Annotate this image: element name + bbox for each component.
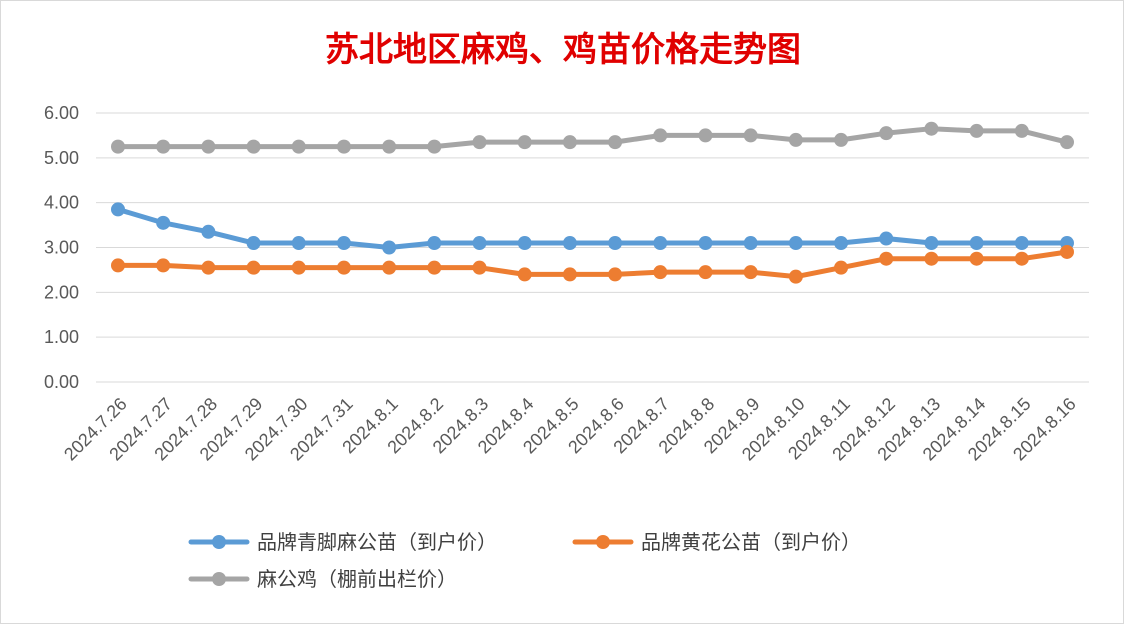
data-point	[924, 236, 939, 251]
legend-swatch-marker	[212, 535, 226, 549]
data-point	[156, 258, 171, 273]
data-point	[517, 267, 532, 282]
data-point	[969, 236, 984, 251]
data-point	[517, 236, 532, 251]
data-point	[788, 269, 803, 284]
data-point	[608, 135, 623, 150]
data-point	[291, 236, 306, 251]
data-point	[111, 258, 125, 273]
data-point	[111, 202, 125, 217]
y-axis-ticks: 0.00 1.00 2.00 3.00 4.00 5.00 6.00	[44, 103, 79, 392]
data-point	[562, 267, 577, 282]
data-point	[788, 236, 803, 251]
legend-label: 品牌青脚麻公苗（到户价）	[257, 530, 497, 554]
series-1	[111, 202, 1074, 255]
data-point	[246, 260, 261, 275]
data-point	[653, 265, 668, 280]
data-point	[201, 260, 216, 275]
data-point	[834, 236, 849, 251]
series-line	[115, 206, 1070, 250]
data-point	[608, 267, 623, 282]
chart-title: 苏北地区麻鸡、鸡苗价格走势图	[325, 30, 801, 70]
legend-item[interactable]: 麻公鸡（棚前出栏价）	[188, 567, 457, 591]
data-point	[201, 224, 216, 239]
data-point	[653, 236, 668, 251]
series-line	[115, 249, 1070, 280]
legend-item[interactable]: 品牌青脚麻公苗（到户价）	[188, 530, 497, 554]
legend-swatch-marker	[596, 535, 610, 549]
data-point	[698, 128, 713, 143]
data-point	[1014, 123, 1029, 138]
data-point	[382, 260, 397, 275]
data-point	[472, 236, 487, 251]
y-tick-label: 6.00	[44, 103, 79, 123]
legend-item[interactable]: 品牌黄花公苗（到户价）	[572, 530, 861, 554]
series-3	[111, 121, 1074, 154]
gridlines	[96, 112, 1089, 383]
data-point	[879, 251, 894, 266]
series-layer	[111, 121, 1074, 284]
data-point	[382, 139, 397, 154]
data-point	[834, 260, 849, 275]
data-point	[427, 260, 442, 275]
data-point	[969, 251, 984, 266]
legend-swatch-marker	[212, 572, 226, 586]
data-point	[743, 236, 758, 251]
data-point	[698, 265, 713, 280]
y-tick-label: 1.00	[44, 327, 79, 347]
data-point	[156, 215, 171, 230]
data-point	[427, 139, 442, 154]
data-point	[924, 251, 939, 266]
data-point	[924, 121, 939, 136]
data-point	[1060, 135, 1074, 150]
data-point	[472, 260, 487, 275]
data-point	[336, 236, 351, 251]
data-point	[246, 139, 261, 154]
data-point	[517, 135, 532, 150]
data-point	[879, 126, 894, 141]
y-tick-label: 0.00	[44, 372, 79, 392]
legend[interactable]: 品牌青脚麻公苗（到户价） 品牌黄花公苗（到户价） 麻公鸡（棚前出栏价）	[188, 530, 861, 591]
data-point	[879, 231, 894, 246]
y-tick-label: 5.00	[44, 148, 79, 168]
data-point	[1014, 236, 1029, 251]
data-point	[156, 139, 171, 154]
data-point	[969, 123, 984, 138]
data-point	[1060, 244, 1074, 259]
data-point	[743, 128, 758, 143]
data-point	[201, 139, 216, 154]
data-point	[336, 139, 351, 154]
data-point	[336, 260, 351, 275]
y-tick-label: 4.00	[44, 193, 79, 213]
data-point	[834, 132, 849, 147]
data-point	[653, 128, 668, 143]
legend-label: 品牌黄花公苗（到户价）	[641, 530, 861, 554]
x-axis-ticks: 2024.7.262024.7.272024.7.282024.7.292024…	[60, 394, 1080, 465]
series-line	[115, 126, 1070, 150]
data-point	[291, 139, 306, 154]
data-point	[472, 135, 487, 150]
legend-label: 麻公鸡（棚前出栏价）	[257, 567, 457, 591]
data-point	[382, 240, 397, 255]
data-point	[562, 135, 577, 150]
series-2	[111, 244, 1074, 284]
y-tick-label: 2.00	[44, 282, 79, 302]
data-point	[246, 236, 261, 251]
data-point	[291, 260, 306, 275]
data-point	[427, 236, 442, 251]
y-tick-label: 3.00	[44, 238, 79, 258]
data-point	[698, 236, 713, 251]
data-point	[1014, 251, 1029, 266]
data-point	[111, 139, 125, 154]
data-point	[562, 236, 577, 251]
data-point	[788, 132, 803, 147]
data-point	[608, 236, 623, 251]
data-point	[743, 265, 758, 280]
